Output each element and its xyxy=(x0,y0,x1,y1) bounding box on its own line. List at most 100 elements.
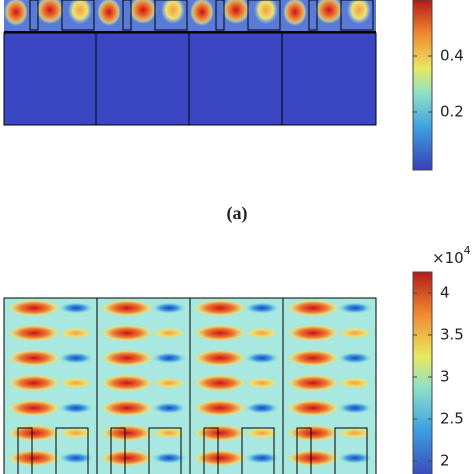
cell-outline xyxy=(148,427,182,474)
field-spot xyxy=(192,424,248,442)
cell-outline xyxy=(247,0,281,31)
field-spot xyxy=(347,0,371,24)
cell-outline xyxy=(215,0,225,31)
field-spot xyxy=(283,0,307,26)
field-spot xyxy=(337,327,373,339)
field-spot xyxy=(222,0,250,24)
colorbar-b xyxy=(412,271,433,474)
cell-outline xyxy=(110,427,126,474)
cell-outline xyxy=(241,427,275,474)
colorbar-multiplier: ×104 xyxy=(432,244,471,267)
field-spot xyxy=(151,427,187,439)
field-spot xyxy=(161,0,185,24)
field-spot xyxy=(244,377,280,389)
field-spot xyxy=(99,399,155,417)
field-spot xyxy=(244,302,280,314)
field-spot xyxy=(129,0,157,24)
field-spot xyxy=(58,352,94,364)
field-spot xyxy=(337,352,373,364)
field-spot xyxy=(192,399,248,417)
field-spot xyxy=(244,327,280,339)
cell-outline xyxy=(29,0,39,31)
caption: (a) xyxy=(227,203,248,224)
cell-outline xyxy=(61,0,95,31)
field-spot xyxy=(58,377,94,389)
field-spot xyxy=(244,427,280,439)
field-spot xyxy=(285,349,341,367)
field-spot xyxy=(244,352,280,364)
field-spot xyxy=(192,374,248,392)
field-spot xyxy=(285,324,341,342)
cell-outline xyxy=(17,427,33,474)
field-spot xyxy=(58,452,94,464)
field-spot xyxy=(58,402,94,414)
field-spot xyxy=(285,449,341,467)
field-spot xyxy=(58,302,94,314)
field-spot xyxy=(58,427,94,439)
field-spot xyxy=(337,377,373,389)
field-spot xyxy=(285,424,341,442)
field-spot xyxy=(190,0,214,26)
field-spot xyxy=(254,0,278,24)
field-spot xyxy=(4,0,28,26)
colorbar-tick-label: 2 xyxy=(440,452,450,470)
colorbar-a xyxy=(412,0,433,171)
field-spot xyxy=(337,452,373,464)
field-spot xyxy=(337,402,373,414)
colorbar-tick-label: 0.2 xyxy=(440,103,464,121)
field-plot-a xyxy=(3,0,377,126)
field-spot xyxy=(337,302,373,314)
field-spot xyxy=(6,449,62,467)
field-spot xyxy=(97,0,121,26)
colorbar-tick-label: 3.5 xyxy=(440,326,464,344)
cell-outline xyxy=(308,0,318,31)
field-plot-b xyxy=(3,297,377,474)
colorbar-tick-label: 4 xyxy=(440,284,450,302)
field-spot xyxy=(6,349,62,367)
field-spot xyxy=(99,349,155,367)
field-spot xyxy=(58,327,94,339)
field-spot xyxy=(6,399,62,417)
cell-outline xyxy=(55,427,89,474)
field-spot xyxy=(285,299,341,317)
field-spot xyxy=(99,424,155,442)
field-spot xyxy=(192,349,248,367)
field-spot xyxy=(6,424,62,442)
cell-outline xyxy=(296,427,312,474)
field-spot xyxy=(99,374,155,392)
field-spot xyxy=(285,374,341,392)
field-spot xyxy=(151,452,187,464)
colorbar-tick-label: 0.4 xyxy=(440,47,464,65)
field-spot xyxy=(99,324,155,342)
field-spot xyxy=(151,352,187,364)
colorbar-tick-label: 2.5 xyxy=(440,410,464,428)
cell-outline xyxy=(154,0,188,31)
field-spot xyxy=(192,299,248,317)
cell-outline xyxy=(334,427,368,474)
field-spot xyxy=(6,374,62,392)
field-spot xyxy=(244,452,280,464)
field-spot xyxy=(285,399,341,417)
field-spot xyxy=(151,302,187,314)
cell-outline xyxy=(122,0,132,31)
field-spot xyxy=(151,327,187,339)
colorbar-tick-label: 3 xyxy=(440,368,450,386)
field-spot xyxy=(6,299,62,317)
field-spot xyxy=(68,0,92,24)
field-spot xyxy=(151,402,187,414)
field-spot xyxy=(99,299,155,317)
field-spot xyxy=(6,324,62,342)
field-spot xyxy=(244,402,280,414)
field-spot xyxy=(151,377,187,389)
field-spot xyxy=(192,324,248,342)
multiplier-exponent: 4 xyxy=(464,244,471,257)
field-spot xyxy=(192,449,248,467)
field-spot xyxy=(315,0,343,24)
field-spot xyxy=(36,0,64,24)
multiplier-base: ×10 xyxy=(432,249,464,267)
cell-outline xyxy=(340,0,374,31)
field-spot xyxy=(337,427,373,439)
field-spot xyxy=(99,449,155,467)
cell-outline xyxy=(203,427,219,474)
